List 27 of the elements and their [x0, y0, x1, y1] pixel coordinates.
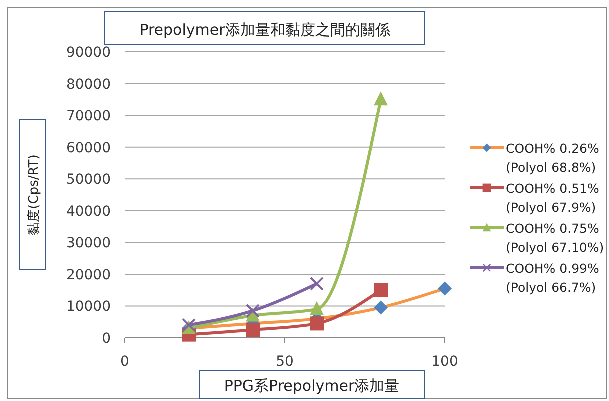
x-tick-label: 100	[432, 354, 458, 370]
y-tick-label: 40000	[66, 204, 111, 220]
point	[310, 276, 324, 291]
chart-title: Prepolymer添加量和黏度之間的關係	[140, 21, 390, 39]
x-tick-label: 50	[276, 354, 294, 370]
point	[246, 304, 260, 318]
point	[246, 323, 260, 338]
legend-label: COOH% 0.26% (Polyol 68.8%)	[506, 141, 600, 175]
y-tick-label: 80000	[66, 76, 111, 93]
y-axis-title: 黏度(Cps/RT)	[26, 154, 42, 236]
y-tick-label: 60000	[66, 140, 111, 156]
x-tick-label: 0	[120, 354, 130, 370]
y-tick-label: 50000	[66, 172, 111, 188]
point	[374, 92, 388, 106]
legend-label: COOH% 0.75% (Polyol 67.10%)	[506, 221, 604, 255]
point	[310, 316, 324, 331]
legend-label: COOH% 0.51% (Polyol 67.9%)	[506, 181, 600, 215]
y-tick-label: 10000	[66, 299, 111, 316]
y-tick-label: 20000	[66, 267, 111, 284]
y-tick-label: 30000	[66, 236, 111, 252]
point	[374, 283, 388, 298]
legend-label: COOH% 0.99% (Polyol 66.7%)	[506, 261, 600, 295]
y-tick-label: 90000	[66, 45, 111, 61]
point	[310, 301, 324, 316]
x-axis-title: PPG系Prepolymer添加量	[224, 377, 400, 395]
y-tick-label: 70000	[66, 108, 111, 125]
y-tick-label: 0	[102, 331, 111, 347]
